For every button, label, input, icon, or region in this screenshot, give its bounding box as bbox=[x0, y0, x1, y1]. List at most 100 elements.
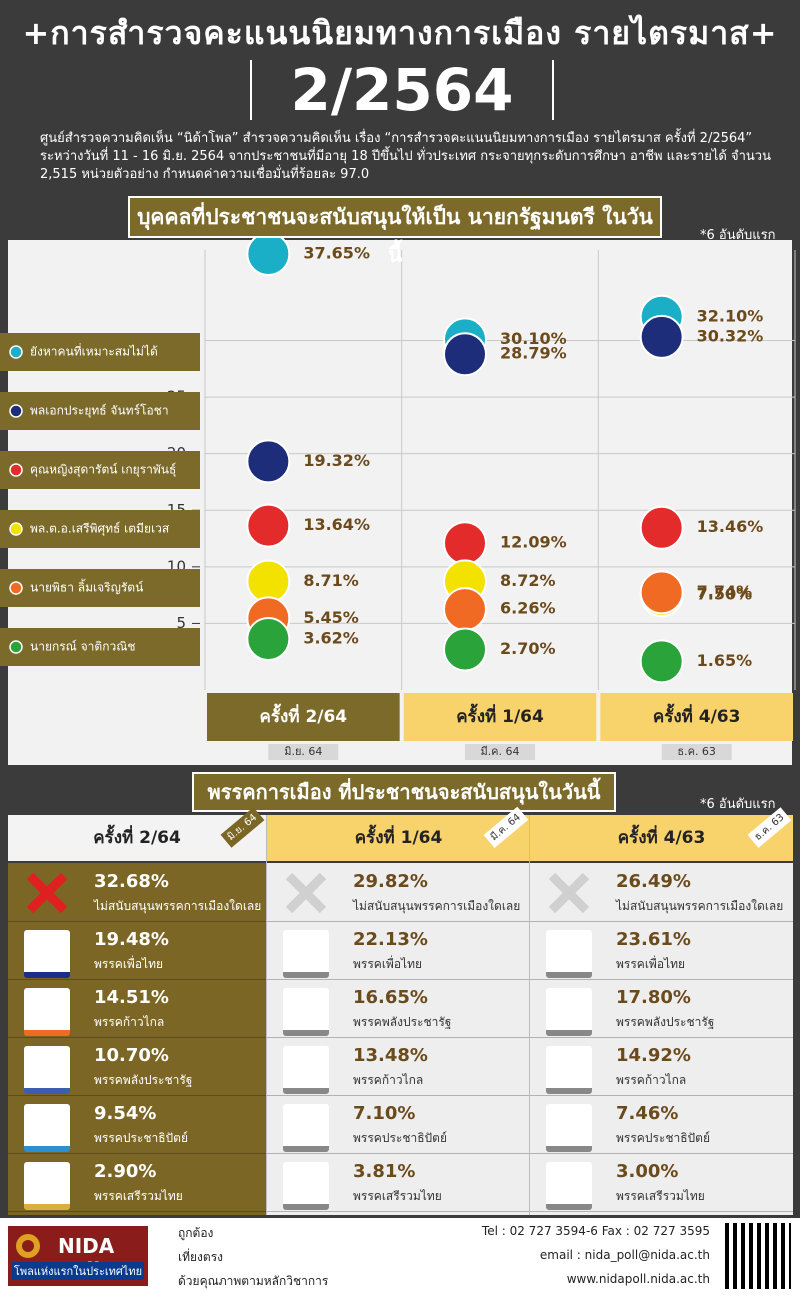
value-label: 8.72% bbox=[500, 571, 556, 590]
value-label: 6.26% bbox=[500, 599, 556, 618]
marker bbox=[443, 521, 487, 566]
legend-swatch bbox=[9, 345, 23, 359]
category-date: ธ.ค. 63 bbox=[677, 745, 716, 758]
legend-box bbox=[0, 451, 200, 489]
party-value: 32.68% bbox=[94, 871, 169, 892]
party-logo bbox=[24, 1046, 70, 1094]
party-logo bbox=[24, 872, 70, 914]
legend-swatch bbox=[9, 581, 23, 595]
party-name: พรรคประชาธิปัตย์ bbox=[616, 1131, 710, 1145]
party-value: 14.51% bbox=[94, 987, 169, 1008]
category-box bbox=[600, 693, 793, 741]
value-label: 1.65% bbox=[697, 651, 753, 670]
party-logo bbox=[283, 1104, 329, 1152]
legend-swatch bbox=[9, 640, 23, 654]
legend-box bbox=[0, 628, 200, 666]
contact: www.nidapoll.nida.ac.th bbox=[566, 1272, 710, 1286]
party-logo bbox=[546, 1162, 592, 1210]
value-label: 3.62% bbox=[303, 629, 359, 648]
party-name: พรรคเสรีรวมไทย bbox=[353, 1189, 442, 1203]
party-title: พรรคการเมือง ที่ประชาชนจะสนับสนุนในวันนี… bbox=[192, 772, 616, 812]
slogan: เที่ยงตรง bbox=[178, 1250, 223, 1264]
column-header: ครั้งที่ 4/63 bbox=[530, 815, 793, 863]
party-value: 9.54% bbox=[94, 1103, 157, 1124]
party-value: 3.81% bbox=[353, 1161, 416, 1182]
page-title: +การสำรวจคะแนนนิยมทางการเมือง รายไตรมาส+ bbox=[22, 14, 778, 52]
party-logo bbox=[283, 1046, 329, 1094]
x-tick-label: ครั้งที่ 1/64 bbox=[456, 703, 544, 727]
party-logo bbox=[283, 1162, 329, 1210]
party-row: 13.48% พรรคก้าวไกล bbox=[267, 1039, 530, 1096]
party-logo bbox=[546, 1046, 592, 1094]
party-name: พรรคเสรีรวมไทย bbox=[94, 1189, 183, 1203]
party-row: 7.10% พรรคประชาธิปัตย์ bbox=[267, 1097, 530, 1154]
y-tick-label: 5 bbox=[176, 614, 186, 632]
party-row: 32.68% ไม่สนับสนุนพรรคการเมืองใดเลย bbox=[8, 865, 266, 922]
party-value: 13.48% bbox=[353, 1045, 428, 1066]
party-value: 14.92% bbox=[616, 1045, 691, 1066]
qr-code bbox=[725, 1223, 791, 1289]
none-icon bbox=[285, 872, 327, 914]
party-column: ครั้งที่ 1/64 มี.ค. 64 29.82% ไม่สนับสนุนพร… bbox=[266, 806, 530, 1215]
party-row: 9.54% พรรคประชาธิปัตย์ bbox=[8, 1097, 266, 1154]
contact: email : nida_poll@nida.ac.th bbox=[539, 1248, 710, 1262]
party-logo bbox=[546, 988, 592, 1036]
category-date: มิ.ย. 64 bbox=[284, 745, 322, 758]
party-value: 26.49% bbox=[616, 871, 691, 892]
marker bbox=[443, 587, 487, 632]
party-name: พรรคก้าวไกล bbox=[616, 1073, 687, 1087]
marker bbox=[246, 439, 291, 484]
chart-title: บุคคลที่ประชาชนจะสนับสนุนให้เป็น นายกรัฐ… bbox=[128, 196, 662, 267]
legend-swatch bbox=[9, 404, 23, 418]
slogan: ด้วยคุณภาพตามหลักวิชาการ bbox=[178, 1274, 329, 1288]
party-column: ครั้งที่ 4/63 ธ.ค. 63 26.49% ไม่สนับสนุนพรร… bbox=[529, 807, 793, 1215]
party-logo bbox=[24, 988, 70, 1036]
party-row: 3.81% พรรคเสรีรวมไทย bbox=[267, 1155, 530, 1212]
party-name: พรรคก้าวไกล bbox=[353, 1073, 424, 1087]
marker bbox=[246, 617, 291, 662]
legend-swatch bbox=[9, 463, 23, 477]
category-box bbox=[403, 693, 597, 741]
value-label: 19.32% bbox=[303, 451, 370, 470]
legend-label: ยังหาคนที่เหมาะสมไม่ได้ bbox=[30, 343, 158, 359]
party-value: 17.80% bbox=[616, 987, 691, 1008]
column-header: ครั้งที่ 2/64 bbox=[8, 815, 266, 863]
party-row: 7.46% พรรคประชาธิปัตย์ bbox=[530, 1097, 793, 1154]
party-name: พรรคพลังประชารัฐ bbox=[353, 1015, 452, 1029]
party-value: 7.46% bbox=[616, 1103, 679, 1124]
value-label: 13.46% bbox=[697, 517, 764, 536]
value-label: 8.71% bbox=[303, 571, 359, 590]
marker bbox=[639, 639, 684, 684]
legend-box bbox=[0, 569, 200, 607]
party-value: 22.13% bbox=[353, 929, 428, 950]
party-row: 3.00% พรรคเสรีรวมไทย bbox=[530, 1155, 793, 1212]
party-logo bbox=[546, 1104, 592, 1152]
value-label: 37.65% bbox=[303, 243, 370, 262]
party-row: 16.65% พรรคพลังประชารัฐ bbox=[267, 981, 530, 1038]
page-subtitle: 2/2564 bbox=[250, 60, 554, 120]
slogan: ถูกต้อง bbox=[178, 1226, 214, 1240]
column-header: ครั้งที่ 1/64 bbox=[267, 815, 530, 863]
party-name: ไม่สนับสนุนพรรคการเมืองใดเลย bbox=[94, 899, 262, 913]
party-logo bbox=[24, 930, 70, 978]
marker bbox=[639, 314, 684, 359]
party-name: พรรคพลังประชารัฐ bbox=[94, 1073, 193, 1087]
intro: ศูนย์สำรวจความคิดเห็น “นิด้าโพล” สำรวจคว… bbox=[40, 131, 771, 182]
value-label: 7.50% bbox=[697, 585, 753, 604]
logo-tagline: โพลแห่งแรกในประเทศไทย bbox=[12, 1262, 144, 1280]
party-value: 10.70% bbox=[94, 1045, 169, 1066]
party-name: พรรคเพื่อไทย bbox=[616, 957, 686, 971]
party-name: ไม่สนับสนุนพรรคการเมืองใดเลย bbox=[616, 899, 784, 913]
none-icon bbox=[26, 872, 68, 914]
party-row: 22.13% พรรคเพื่อไทย bbox=[267, 923, 530, 980]
legend-swatch bbox=[9, 522, 23, 536]
party-value: 23.61% bbox=[616, 929, 691, 950]
marker bbox=[246, 231, 291, 276]
party-name: พรรคประชาธิปัตย์ bbox=[353, 1131, 447, 1145]
party-row: 10.70% พรรคพลังประชารัฐ bbox=[8, 1039, 266, 1096]
party-row: 2.90% พรรคเสรีรวมไทย bbox=[8, 1155, 266, 1212]
party-value: 2.90% bbox=[94, 1161, 157, 1182]
x-tick-label: ครั้งที่ 4/63 bbox=[653, 703, 741, 727]
date-box bbox=[661, 744, 732, 760]
value-label: 30.32% bbox=[697, 326, 764, 345]
